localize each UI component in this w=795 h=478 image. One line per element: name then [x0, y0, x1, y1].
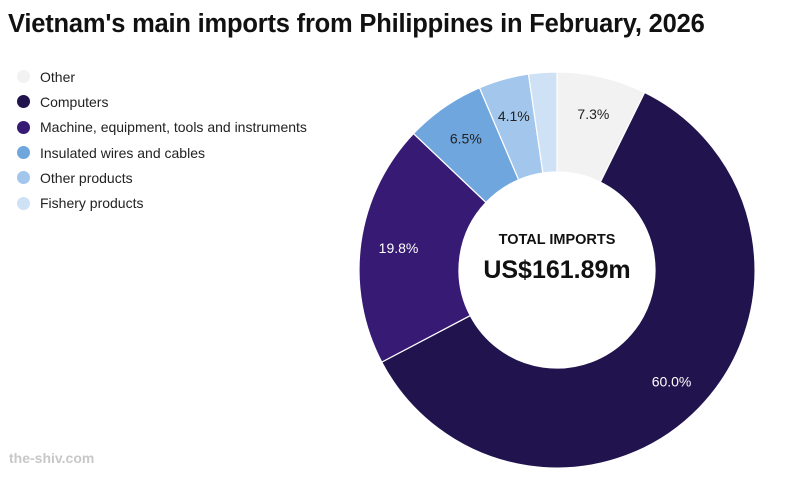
legend-item[interactable]: Insulated wires and cables: [17, 140, 307, 165]
watermark: the-shiv.com: [9, 450, 95, 466]
legend-item[interactable]: Other products: [17, 165, 307, 190]
legend-label: Other products: [40, 169, 133, 186]
legend-swatch: [17, 120, 30, 134]
legend-swatch: [17, 146, 30, 160]
slice-label: 19.8%: [379, 240, 419, 256]
legend-swatch: [17, 171, 30, 185]
legend-item[interactable]: Machine, equipment, tools and instrument…: [17, 115, 307, 140]
legend-label: Computers: [40, 93, 109, 110]
legend-label: Other: [40, 68, 76, 85]
slice-label: 6.5%: [450, 131, 482, 147]
slice-label: 4.1%: [498, 108, 530, 124]
legend-swatch: [17, 95, 30, 109]
legend-swatch: [17, 70, 30, 84]
donut-slice[interactable]: [380, 91, 756, 469]
legend-swatch: [17, 196, 30, 210]
legend-item[interactable]: Computers: [17, 89, 307, 114]
legend-item[interactable]: Other: [17, 64, 307, 89]
legend-label: Fishery products: [40, 195, 144, 212]
legend: Other Computers Machine, equipment, tool…: [17, 64, 307, 216]
donut-slice[interactable]: [527, 71, 558, 174]
donut-slices: [358, 71, 756, 469]
legend-label: Machine, equipment, tools and instrument…: [40, 119, 307, 136]
legend-label: Insulated wires and cables: [40, 144, 205, 161]
chart-title: Vietnam's main imports from Philippines …: [8, 10, 705, 38]
legend-item[interactable]: Fishery products: [17, 190, 307, 215]
center-value: US$161.89m: [483, 256, 630, 284]
center-label: TOTAL IMPORTS: [499, 232, 616, 248]
slice-label: 7.3%: [577, 106, 609, 122]
slice-label: 60.0%: [652, 374, 692, 390]
donut-slice[interactable]: [358, 132, 487, 363]
slice-labels: 7.3% 60.0% 19.8% 6.5% 4.1%: [379, 106, 692, 390]
